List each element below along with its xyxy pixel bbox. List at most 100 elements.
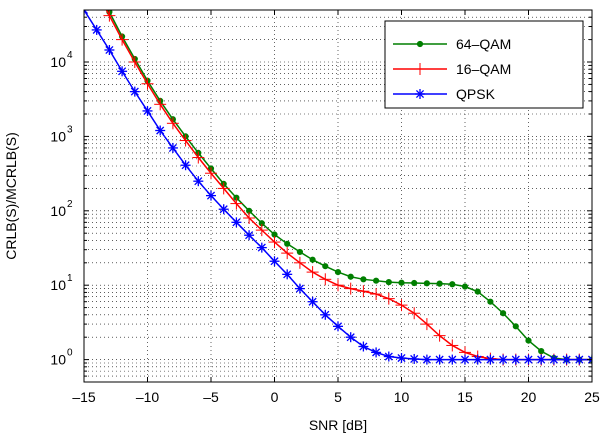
data-point [357,285,370,298]
data-point-stroke [156,126,165,135]
data-point [243,212,256,225]
data-point-stroke [372,348,381,357]
data-point [421,354,432,365]
data-point [307,296,318,307]
data-point [512,323,519,330]
data-point [408,307,421,320]
y-tick-label: 10 [50,128,66,144]
legend: 64–QAM 16–QAM QPSK [384,20,584,109]
data-point-stroke [270,257,279,266]
data-point [409,353,420,364]
y-tick-label: 10 [50,203,66,219]
data-point [510,354,521,365]
data-point-stroke [448,355,457,364]
data-point [218,204,229,215]
data-point-stroke [359,342,368,351]
y-tick-label: 10 [50,277,66,293]
x-tick-labels: –15 –10 –5 0 5 10 15 20 25 [72,389,600,405]
legend-entry: QPSK [393,86,496,102]
data-point [91,24,102,35]
y-tick-exponent: 0 [67,348,73,359]
data-point [536,354,547,365]
data-point-stroke [422,355,431,364]
data-point [306,266,319,279]
x-tick-label: –10 [136,389,160,405]
data-point [192,151,205,164]
data-point-stroke [130,87,139,96]
x-tick-label: 0 [271,389,279,405]
data-point [206,190,216,201]
data-point [154,98,167,111]
data-point [180,160,191,171]
data-point-stroke [384,352,393,361]
data-point [84,10,89,15]
data-point [128,56,141,69]
data-point-stroke [181,161,190,170]
series-layer [84,10,592,366]
x-tick-label: –15 [72,389,96,405]
data-point [269,256,280,267]
x-tick-label: 5 [334,389,342,405]
data-point [436,280,443,287]
data-point [205,167,217,180]
data-point [347,273,354,280]
data-point [256,242,267,253]
data-point [525,337,532,344]
data-point [415,89,425,99]
data-point [485,354,496,365]
data-point [398,279,405,286]
data-point-stroke [473,355,482,364]
data-point [447,354,458,365]
data-point [382,292,395,305]
data-point-stroke [415,89,425,99]
data-point-stroke [410,354,419,364]
series-64-qam [106,10,592,363]
data-point [104,44,115,55]
data-point [319,273,332,286]
data-point [103,10,116,22]
data-point-stroke [549,355,558,364]
data-point-stroke [511,355,520,364]
data-point [371,347,382,358]
data-point [411,279,418,287]
data-point [474,288,481,295]
data-point-stroke [168,143,177,152]
data-point [333,321,343,332]
data-point-stroke [219,205,228,214]
data-point [155,125,166,136]
x-tick-label: 25 [584,389,600,405]
legend-label: QPSK [456,86,496,102]
data-point [396,353,407,364]
data-point [446,339,459,352]
data-point [166,117,179,130]
data-point-stroke [562,355,571,364]
data-point-stroke [295,284,304,293]
data-point-stroke [397,353,406,363]
data-point [116,33,129,46]
data-point [574,354,585,365]
data-point [294,283,305,294]
data-point [416,40,424,48]
data-point-stroke [587,355,592,361]
data-point-stroke [308,297,317,306]
data-point [344,282,357,295]
data-point [129,86,140,97]
data-point-stroke [118,67,127,76]
data-point-stroke [575,355,584,364]
data-point [498,354,509,365]
data-point [360,276,367,283]
legend-label: 64–QAM [456,36,511,52]
data-point [460,354,470,365]
data-point [472,354,483,365]
data-point [293,256,306,269]
data-point [217,182,230,195]
data-point [142,105,153,116]
data-point [179,134,192,147]
y-tick-exponent: 4 [67,50,73,61]
legend-entry: 16–QAM [393,61,511,77]
data-point [561,354,572,365]
data-point [449,281,456,288]
data-point [370,288,383,301]
data-point [322,263,329,270]
